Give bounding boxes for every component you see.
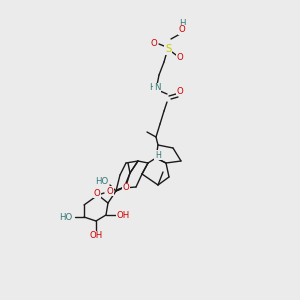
Text: O: O <box>178 26 185 34</box>
Text: HO: HO <box>95 178 109 187</box>
Text: OH: OH <box>116 211 130 220</box>
Text: N: N <box>154 83 160 92</box>
Text: H: H <box>155 151 161 160</box>
Text: H: H <box>149 82 155 91</box>
Text: O: O <box>151 40 158 49</box>
Text: O: O <box>177 52 183 62</box>
Text: H: H <box>179 19 185 28</box>
Text: O: O <box>106 187 113 196</box>
Text: O: O <box>123 184 129 193</box>
Text: O: O <box>177 86 183 95</box>
Text: OH: OH <box>89 232 103 241</box>
Text: HO: HO <box>59 212 73 221</box>
Text: O: O <box>94 188 100 197</box>
Text: S: S <box>165 44 171 54</box>
